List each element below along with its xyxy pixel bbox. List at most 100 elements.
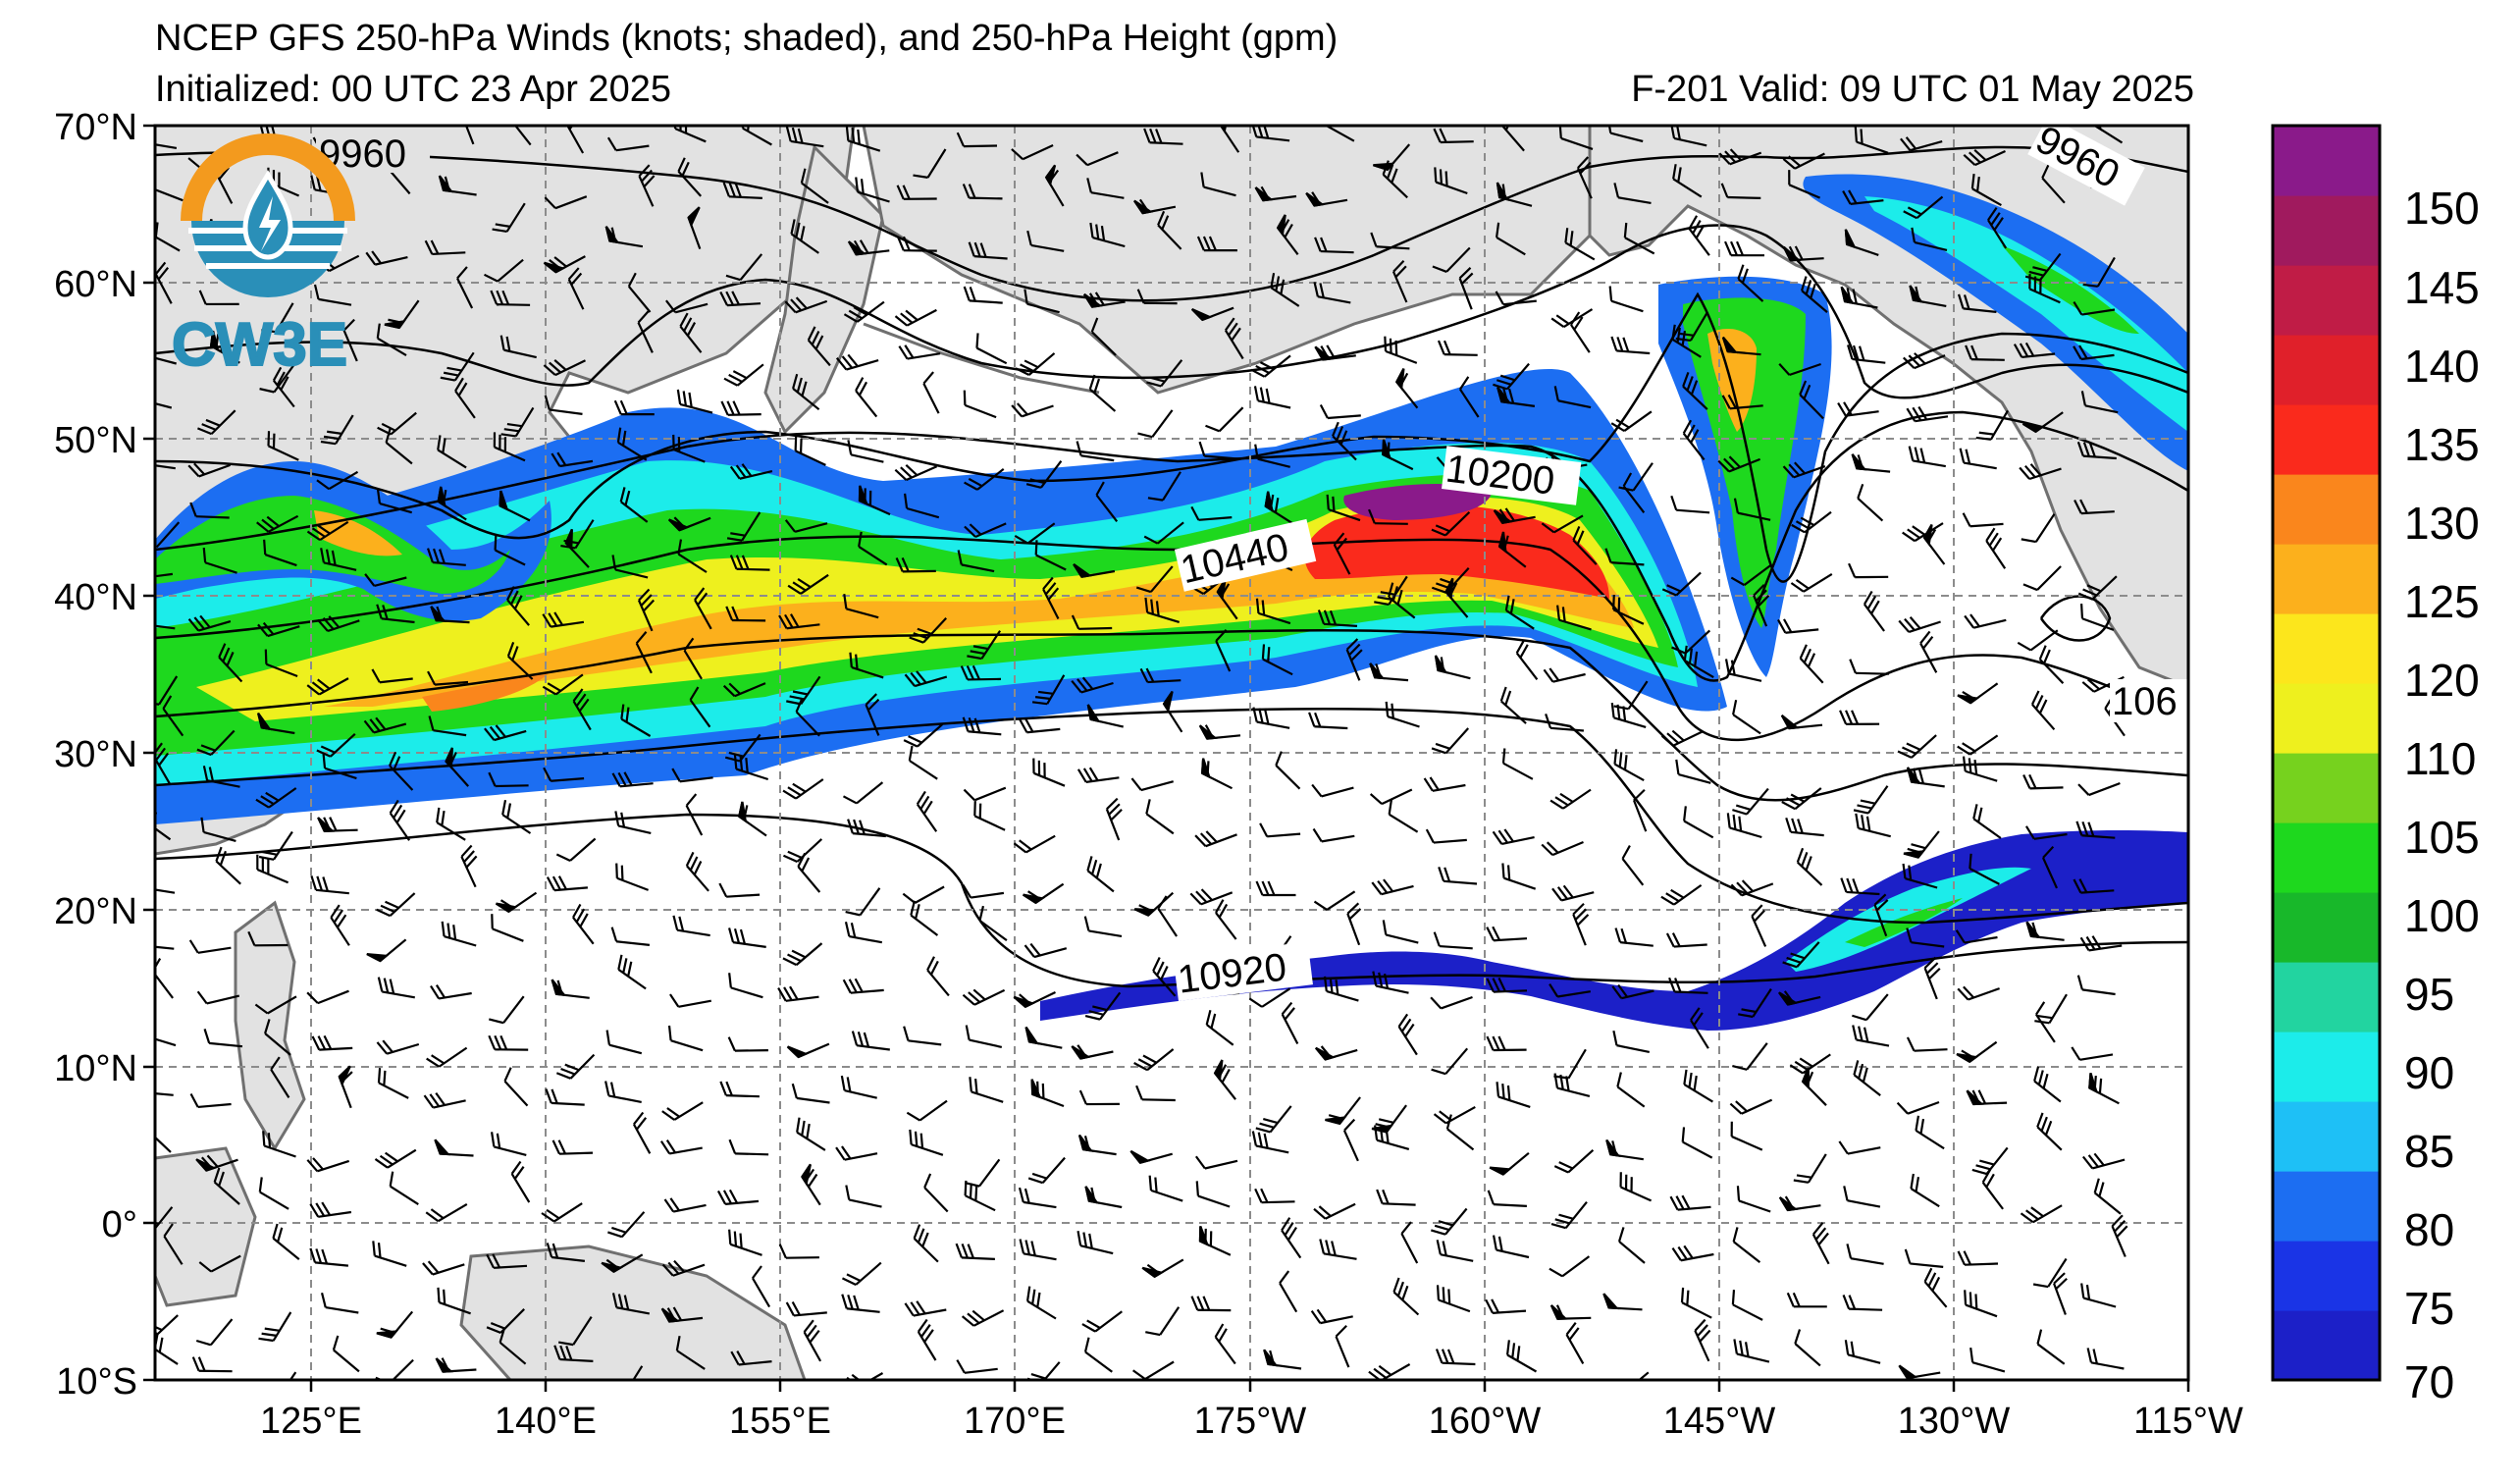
wind-barb (484, 258, 524, 283)
wind-barb (2071, 1046, 2114, 1061)
wind-barb (902, 885, 945, 904)
wind-barb (2036, 1329, 2066, 1365)
wind-barb (1314, 344, 1356, 361)
wind-barb (435, 1357, 477, 1373)
wind-barb (1496, 222, 1526, 256)
wind-barb (1315, 1045, 1358, 1061)
wind-barb (2042, 845, 2059, 889)
wind-barb (1198, 1225, 1232, 1256)
wind-barb (1493, 362, 1530, 391)
wind-barb (1613, 680, 1649, 711)
wind-barb (1281, 1217, 1302, 1259)
wind-barb (424, 239, 466, 256)
wind-barb (363, 716, 407, 734)
wind-barb (637, 310, 654, 353)
wind-barb (1959, 448, 1997, 470)
colorbar-segment (2273, 962, 2380, 1033)
wind-barb (1738, 987, 1772, 1019)
wind-barb (1436, 1285, 1471, 1313)
wind-barb (1135, 1085, 1176, 1102)
wind-barb (1604, 548, 1645, 566)
wind-barb (1611, 983, 1654, 1000)
wind-barb (669, 993, 711, 1008)
wind-barb (551, 979, 590, 999)
wind-barb (492, 202, 526, 234)
wind-barb (728, 973, 763, 999)
wind-barb (1843, 1186, 1881, 1208)
wind-barb (2030, 690, 2056, 731)
wind-barb (1906, 767, 1945, 788)
wind-barb (1323, 976, 1359, 1002)
wind-barb (320, 548, 357, 571)
wind-barb (2017, 629, 2059, 652)
wind-barb (1791, 510, 1832, 534)
wind-barb (2111, 1214, 2128, 1257)
wind-barb (2033, 1066, 2062, 1103)
wind-barb (719, 1081, 760, 1098)
wind-barb (1957, 682, 1999, 705)
wind-barb (276, 1371, 297, 1380)
wind-barb (1541, 840, 1584, 857)
wind-barb (835, 1145, 878, 1161)
wind-barb (778, 613, 820, 630)
wind-barb (1486, 926, 1528, 942)
wind-barb (1437, 340, 1478, 356)
wind-barb (1371, 878, 1414, 896)
wind-barb (1345, 638, 1363, 681)
wind-barb (2035, 1001, 2056, 1043)
wind-barb (572, 903, 595, 945)
wind-barb (716, 1189, 760, 1205)
wind-barb (667, 1025, 704, 1052)
wind-barb (1683, 806, 1714, 839)
wind-barb (1214, 1323, 1236, 1365)
wind-barb (1279, 1270, 1298, 1313)
wind-barb (1141, 1258, 1184, 1279)
wind-barb (1215, 629, 1232, 672)
wind-barb (1549, 1255, 1591, 1278)
wind-barb (1259, 822, 1301, 838)
wind-barb (1612, 594, 1645, 625)
wind-barb (1024, 1026, 1063, 1049)
colorbar-label: 130 (2404, 498, 2480, 549)
wind-barb (1435, 1349, 1476, 1366)
wind-barb (635, 631, 653, 674)
wind-barb (376, 1310, 414, 1339)
wind-barb (1147, 471, 1181, 502)
wind-barb (1966, 1089, 2008, 1106)
wind-barb (553, 1345, 594, 1362)
wind-barb (2080, 1283, 2117, 1308)
wind-barb (1553, 386, 1592, 409)
wind-barb (1019, 717, 1061, 734)
wind-barb (1255, 598, 1291, 625)
wind-barb (499, 1327, 527, 1365)
wind-barb (965, 1025, 1003, 1048)
wind-barb (1556, 605, 1592, 631)
wind-barb (1857, 483, 1884, 522)
wind-barb (1317, 609, 1358, 627)
wind-barb (1013, 834, 1056, 854)
wind-barb (1844, 229, 1879, 256)
wind-barb (551, 451, 594, 468)
wind-barb (2076, 441, 2117, 460)
wind-barb (725, 606, 766, 622)
wind-barb (1250, 354, 1291, 378)
wind-barb (1780, 714, 1823, 730)
wind-barb (1434, 655, 1471, 680)
wind-barb (508, 126, 532, 146)
wind-barb (1690, 1007, 1709, 1049)
wind-barb (1683, 645, 1714, 679)
wind-barb (436, 807, 466, 841)
wind-barb (895, 556, 936, 573)
wind-barb (730, 1351, 772, 1366)
wind-barb (1665, 932, 1707, 948)
wind-barb (376, 323, 407, 357)
wind-barb (1195, 1181, 1231, 1208)
colorbar-segment (2273, 1032, 2380, 1102)
wind-barb (1143, 521, 1184, 545)
wind-barb (855, 377, 878, 418)
wind-barb (685, 793, 704, 836)
wind-barb (1732, 1042, 1768, 1071)
wind-barb (1425, 828, 1467, 844)
wind-barb (261, 302, 294, 334)
wind-barb (1313, 1202, 1356, 1220)
